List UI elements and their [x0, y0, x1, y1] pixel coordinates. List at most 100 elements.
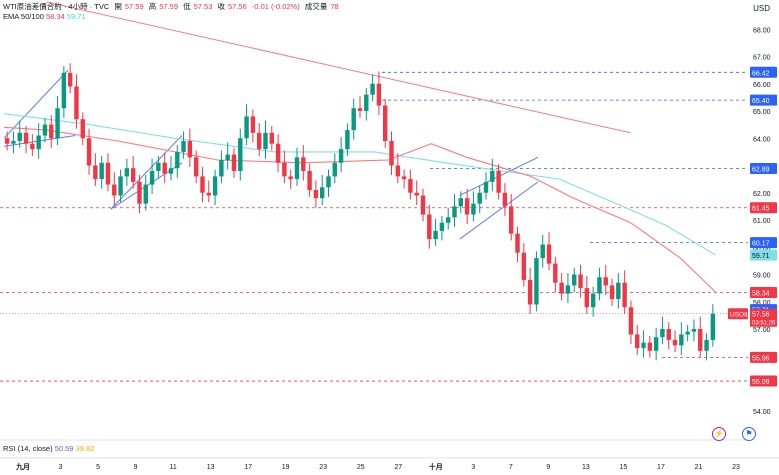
channel-line [459, 181, 539, 240]
candle-body [641, 342, 646, 349]
candle-body [11, 140, 16, 144]
candle-body [521, 252, 527, 280]
x-tick-label: 3 [59, 464, 63, 471]
candle-body [61, 72, 67, 109]
candle-body [609, 285, 615, 300]
level-tag: 58.34 [752, 290, 770, 297]
candle-body [502, 192, 508, 207]
flag-icon[interactable]: ⚑ [742, 427, 756, 441]
candle-body [660, 329, 665, 338]
candle-body [99, 162, 104, 180]
candle-body [162, 162, 167, 174]
low-label: 低 [183, 2, 191, 11]
rsi-value-2: 39.82 [75, 444, 95, 453]
candle-body [4, 138, 10, 144]
candle-body [616, 282, 621, 300]
level-tag: 61.45 [752, 206, 770, 213]
x-tick-label: 13 [582, 464, 590, 471]
candle-body [672, 339, 678, 346]
rsi-value-1: 50.59 [54, 444, 74, 453]
candle-body [225, 154, 230, 161]
candle-body [345, 130, 350, 150]
candle-body [212, 176, 218, 196]
close-label: 收 [217, 2, 225, 11]
candle-body [370, 83, 375, 95]
candle-body [666, 329, 671, 340]
currency-label: USD [753, 4, 770, 13]
candle-body [509, 206, 514, 234]
level-tag: 66.42 [752, 70, 770, 77]
volume-label: 成交量 [304, 2, 328, 11]
ema100-value: 59.71 [66, 12, 86, 21]
candle-body [490, 170, 495, 182]
candle-body [546, 244, 552, 264]
candle-body [458, 198, 464, 207]
x-tick-label: 九月 [15, 462, 30, 471]
x-tick-label: 21 [695, 464, 703, 471]
level-tag: 65.40 [752, 98, 770, 105]
symbol-title[interactable]: WTI原油差價合約 · 4小時 · TVC [3, 2, 110, 11]
candle-body [301, 157, 306, 171]
x-tick-label: 9 [546, 464, 550, 471]
candle-body [244, 116, 249, 139]
open-value: 57.59 [124, 2, 144, 11]
candle-body [628, 307, 634, 335]
candle-body [23, 132, 29, 144]
candle-body [36, 135, 41, 150]
candle-body [351, 108, 356, 131]
candle-body [275, 143, 281, 163]
candle-body [313, 190, 319, 199]
candle-body [67, 72, 73, 87]
x-tick-label: 19 [282, 464, 290, 471]
level-tag-bg [750, 375, 777, 387]
candle-body [118, 176, 123, 196]
x-tick-label: 5 [96, 464, 100, 471]
candle-body [238, 138, 243, 171]
x-tick-label: 7 [509, 464, 513, 471]
close-value: 57.56 [227, 2, 247, 11]
rsi-legend[interactable]: RSI (14, close) 50.59 39.82 [3, 444, 94, 453]
candle-body [105, 162, 111, 185]
candle-body [647, 342, 653, 351]
candle-body [446, 217, 451, 223]
candle-body [414, 192, 419, 196]
y-tick-label: 64.00 [753, 136, 771, 143]
candle-body [635, 334, 640, 349]
y-tick-label: 57.00 [753, 327, 771, 334]
ema50-value: 58.34 [45, 12, 65, 21]
level-tag-bg [750, 94, 777, 106]
candle-body [483, 181, 489, 193]
candle-body [256, 132, 262, 150]
candle-body [269, 132, 274, 144]
current-price-bg [750, 308, 777, 327]
candle-body [710, 313, 716, 340]
lightning-icon[interactable]: ⚡ [712, 427, 726, 441]
candle-body [156, 162, 161, 171]
candle-body [622, 282, 627, 308]
candle-body [685, 331, 690, 335]
candle-body [219, 160, 224, 177]
candle-body [590, 293, 596, 308]
candle-body [175, 151, 180, 169]
y-tick-label: 66.00 [753, 82, 771, 89]
level-tag: 55.09 [752, 379, 770, 386]
candle-body [42, 124, 48, 136]
candle-body [597, 277, 602, 294]
trendline [46, 1, 631, 134]
y-tick-label: 58.00 [753, 300, 771, 307]
y-tick-label: 61.00 [753, 218, 771, 225]
candle-body [433, 230, 438, 240]
candle-body [30, 143, 35, 150]
y-tick-label: 68.00 [753, 27, 771, 34]
candle-body [427, 214, 432, 240]
candle-body [130, 168, 136, 182]
candle-body [338, 149, 344, 163]
ema-legend[interactable]: EMA 50/100 58.34 59.71 [3, 12, 86, 21]
candle-body [93, 165, 98, 180]
candle-body [49, 124, 54, 139]
candle-body [112, 184, 117, 196]
y-tick-label: 59.00 [753, 273, 771, 280]
candle-body [263, 132, 268, 150]
candle-body [250, 116, 256, 133]
